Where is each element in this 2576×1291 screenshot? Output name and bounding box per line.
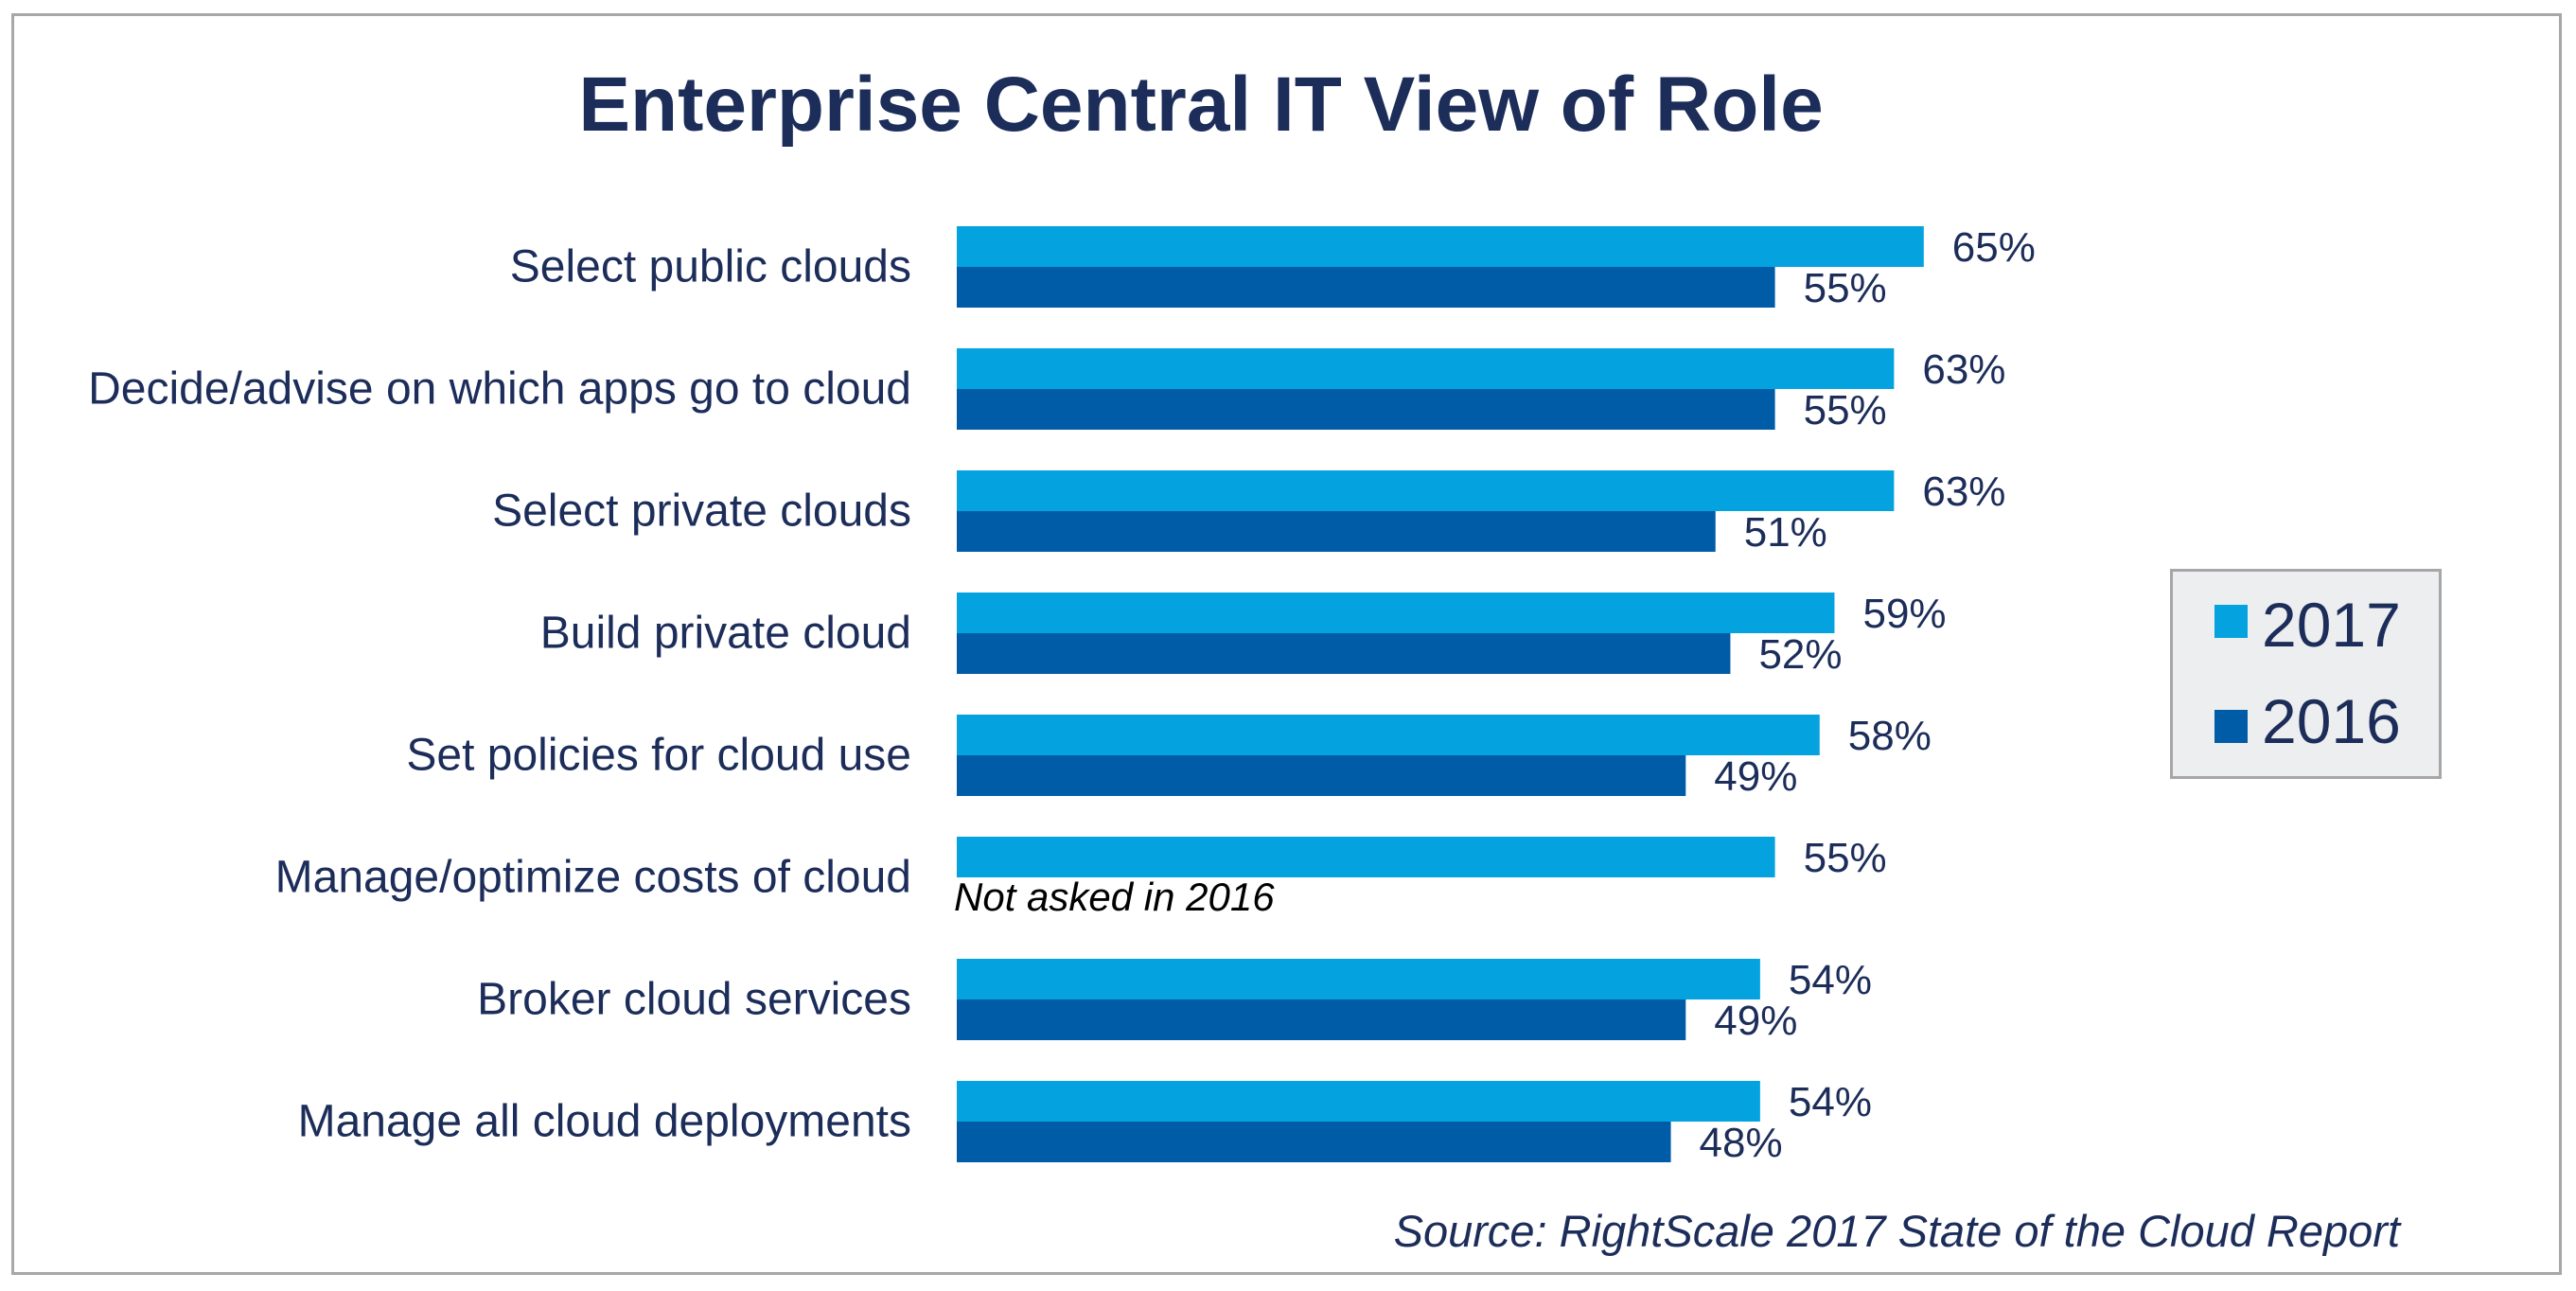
bar-2016 [957, 1122, 1671, 1162]
bar-2016 [957, 755, 1686, 796]
category-label: Select public clouds [510, 242, 911, 292]
bar-2016 [957, 267, 1775, 308]
category-label: Broker cloud services [477, 975, 911, 1025]
value-label-2016: 49% [1714, 998, 1797, 1044]
bar-2017 [957, 959, 1760, 999]
value-label-2017: 63% [1922, 346, 2005, 393]
value-label-2017: 59% [1862, 591, 1946, 637]
bar-2017 [957, 715, 1820, 755]
legend-swatch-2016 [2214, 710, 2248, 743]
bar-2017 [957, 470, 1895, 511]
not-asked-note: Not asked in 2016 [954, 875, 1275, 919]
value-label-2017: 63% [1922, 469, 2005, 515]
value-labels: 65%55%63%55%63%51%59%52%58%49%55%54%49%5… [1700, 224, 2036, 1166]
category-label: Select private clouds [492, 486, 911, 537]
category-label: Decide/advise on which apps go to cloud [88, 364, 911, 415]
value-label-2016: 55% [1804, 265, 1887, 311]
value-label-2017: 65% [1952, 224, 2036, 271]
value-label-2017: 54% [1789, 1079, 1872, 1125]
category-label: Manage all cloud deployments [298, 1097, 911, 1147]
value-label-2016: 52% [1758, 631, 1842, 678]
category-labels: Select public clouds Decide/advise on whi… [88, 242, 911, 1147]
value-label-2017: 58% [1848, 713, 1932, 759]
category-label: Set policies for cloud use [406, 731, 911, 781]
bar-2016 [957, 511, 1716, 552]
source-note: Source: RightScale 2017 State of the Clo… [1394, 1206, 2402, 1256]
value-label-2016: 51% [1744, 509, 1827, 556]
value-label-2016: 55% [1804, 387, 1887, 433]
bars [957, 226, 1924, 1162]
bar-2017 [957, 226, 1924, 267]
bar-2017 [957, 1081, 1760, 1122]
bar-2016 [957, 389, 1775, 430]
value-label-2016: 49% [1714, 753, 1797, 800]
bar-2017 [957, 592, 1835, 633]
annotations: Not asked in 2016 [954, 875, 1275, 919]
bar-2016 [957, 633, 1731, 674]
category-label: Manage/optimize costs of cloud [275, 853, 911, 903]
bar-2017 [957, 837, 1775, 877]
bar-2016 [957, 999, 1686, 1040]
legend-swatch-2017 [2214, 605, 2248, 638]
bar-2017 [957, 348, 1895, 389]
legend: 2017 2016 [2170, 569, 2442, 779]
value-label-2017: 54% [1789, 957, 1872, 1003]
legend-label-2017: 2017 [2262, 590, 2401, 660]
value-label-2016: 48% [1700, 1120, 1783, 1166]
chart-title: Enterprise Central IT View of Role [578, 62, 1823, 148]
value-label-2017: 55% [1804, 835, 1887, 881]
legend-label-2016: 2016 [2262, 686, 2401, 756]
category-label: Build private cloud [540, 609, 911, 659]
